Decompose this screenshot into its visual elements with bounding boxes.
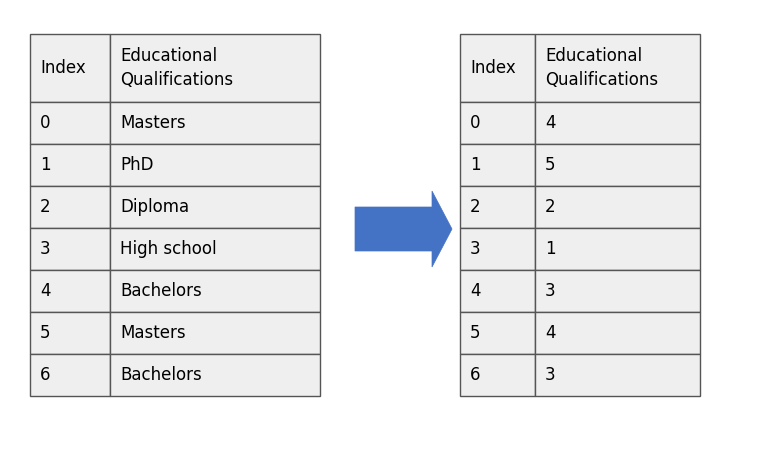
Bar (30, 102, 110, 144)
Text: 2: 2 (470, 198, 481, 216)
Text: 2: 2 (545, 198, 556, 216)
Bar (30, 312, 110, 354)
Text: 1: 1 (545, 240, 556, 258)
Bar (460, 144, 535, 186)
Bar (460, 228, 535, 270)
Text: Bachelors: Bachelors (120, 282, 202, 300)
Bar (535, 144, 700, 186)
Bar (30, 34, 110, 102)
Text: Index: Index (470, 59, 516, 77)
Bar (110, 228, 320, 270)
Bar (460, 354, 535, 396)
Bar (535, 270, 700, 312)
Text: 1: 1 (470, 156, 481, 174)
Text: 0: 0 (40, 114, 50, 132)
Bar (535, 34, 700, 102)
Text: 1: 1 (40, 156, 51, 174)
Text: 3: 3 (545, 366, 556, 384)
Text: 5: 5 (545, 156, 555, 174)
Bar (535, 312, 700, 354)
Bar (460, 312, 535, 354)
Text: Diploma: Diploma (120, 198, 189, 216)
Bar (110, 354, 320, 396)
Text: 3: 3 (545, 282, 556, 300)
Text: Bachelors: Bachelors (120, 366, 202, 384)
Text: Masters: Masters (120, 324, 186, 342)
Bar (110, 186, 320, 228)
Text: 4: 4 (470, 282, 481, 300)
Text: 2: 2 (40, 198, 51, 216)
Text: Index: Index (40, 59, 86, 77)
Polygon shape (355, 191, 452, 267)
Bar (110, 270, 320, 312)
Bar (30, 144, 110, 186)
Text: Masters: Masters (120, 114, 186, 132)
Text: High school: High school (120, 240, 217, 258)
Bar (460, 34, 535, 102)
Text: 3: 3 (470, 240, 481, 258)
Text: 0: 0 (470, 114, 481, 132)
Bar (535, 102, 700, 144)
Bar (460, 186, 535, 228)
Text: 6: 6 (470, 366, 481, 384)
Text: 4: 4 (545, 114, 555, 132)
Text: PhD: PhD (120, 156, 153, 174)
Bar (30, 354, 110, 396)
Bar (30, 186, 110, 228)
Bar (535, 186, 700, 228)
Bar (535, 228, 700, 270)
Text: 5: 5 (470, 324, 481, 342)
Text: Educational
Qualifications: Educational Qualifications (545, 47, 659, 89)
Text: Educational
Qualifications: Educational Qualifications (120, 47, 233, 89)
Text: 6: 6 (40, 366, 50, 384)
Bar (535, 354, 700, 396)
Bar (110, 34, 320, 102)
Text: 3: 3 (40, 240, 51, 258)
Text: 5: 5 (40, 324, 50, 342)
Bar (30, 228, 110, 270)
Bar (110, 102, 320, 144)
Bar (460, 270, 535, 312)
Text: 4: 4 (40, 282, 50, 300)
Bar (110, 144, 320, 186)
Bar (30, 270, 110, 312)
Bar (460, 102, 535, 144)
Bar (110, 312, 320, 354)
Text: 4: 4 (545, 324, 555, 342)
